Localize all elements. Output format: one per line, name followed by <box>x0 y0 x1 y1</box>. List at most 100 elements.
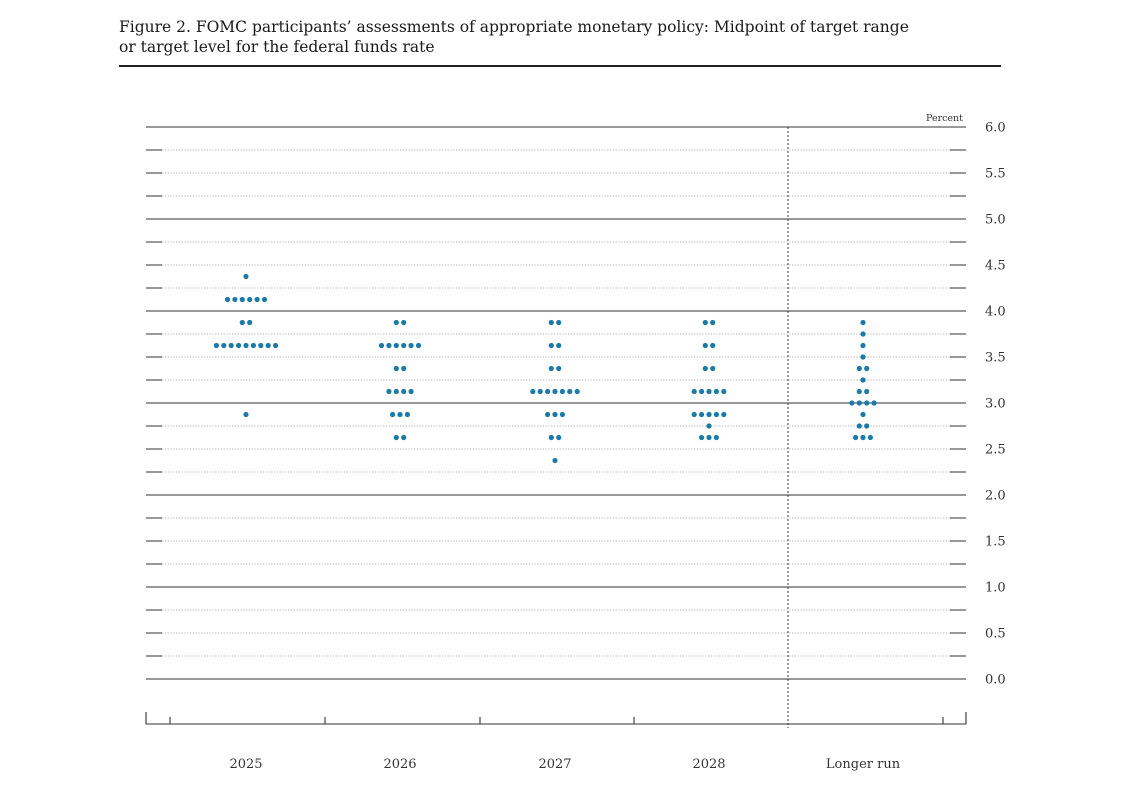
dot-participant <box>710 342 716 349</box>
y-tick-label: 3.5 <box>985 351 1006 366</box>
dot-participant <box>236 342 242 349</box>
dot-participant <box>415 342 422 349</box>
y-tick-label: 1.0 <box>985 581 1006 596</box>
dot-participant <box>860 434 866 441</box>
dot-participant <box>232 296 238 303</box>
dot-participant <box>247 319 253 326</box>
dot-participant <box>397 411 403 418</box>
dot-participant <box>548 434 554 441</box>
dot-participant <box>548 365 554 372</box>
dot-participant <box>567 388 573 395</box>
dot-participant <box>556 434 562 441</box>
dot-participant <box>691 411 697 418</box>
dot-participant <box>401 434 407 441</box>
dot-participant <box>706 434 712 441</box>
dot-participant <box>393 342 399 349</box>
y-tick-label: 2.0 <box>985 489 1006 504</box>
dot-participant <box>401 365 407 372</box>
dot-participant <box>856 365 862 372</box>
dot-participant <box>243 342 249 349</box>
dot-participant <box>867 434 874 441</box>
dot-participant <box>404 411 410 418</box>
dot-participant <box>702 365 708 372</box>
y-tick-label: 5.0 <box>985 213 1006 228</box>
dot-participant <box>530 388 536 395</box>
y-tick-label: 0.0 <box>985 673 1006 688</box>
dot-participant <box>556 319 562 326</box>
dot-participant <box>856 423 862 429</box>
dot-participant <box>713 434 720 441</box>
dot-participant <box>254 296 260 303</box>
dot-participant <box>871 400 877 406</box>
dot-participant <box>408 388 414 395</box>
dot-participant <box>548 342 554 349</box>
dot-participant <box>556 365 562 372</box>
dot-participant <box>265 342 271 349</box>
dot-participant <box>548 319 554 326</box>
dot-participant <box>221 342 227 349</box>
figure-title-line-2: or target level for the federal funds ra… <box>119 38 435 56</box>
dot-participant <box>860 331 866 337</box>
dot-participant <box>864 400 870 406</box>
dot-participant <box>545 388 551 395</box>
dot-participant <box>574 388 580 395</box>
dot-participant <box>699 434 705 441</box>
x-category-label: 2026 <box>383 757 416 772</box>
y-tick-label: 2.5 <box>985 443 1006 458</box>
dot-participant <box>706 423 712 429</box>
dot-participant <box>702 342 708 349</box>
x-category-label: 2028 <box>692 757 725 772</box>
dot-participant <box>856 388 862 395</box>
dot-participant <box>699 388 705 395</box>
figure-title: Figure 2. FOMC participants’ assessments… <box>119 17 999 57</box>
dot-participant <box>559 411 566 418</box>
dot-participant <box>224 296 231 303</box>
dot-participant <box>860 377 866 383</box>
dot-participant <box>386 388 392 395</box>
dot-participant <box>393 434 399 441</box>
dot-participant <box>713 411 720 418</box>
dot-participant <box>849 400 855 406</box>
grid-layer <box>146 126 966 680</box>
dot-participant <box>706 411 712 418</box>
dot-participant <box>853 434 859 441</box>
dot-participant <box>706 388 712 395</box>
dot-participant <box>228 342 234 349</box>
title-rule <box>119 65 1001 67</box>
dot-participant <box>721 411 727 418</box>
dot-participant <box>378 342 385 349</box>
y-tick-label: 6.0 <box>985 121 1006 136</box>
dot-participant <box>401 388 407 395</box>
dot-participant <box>393 319 399 326</box>
y-tick-label: 0.5 <box>985 627 1006 642</box>
dot-participant <box>556 342 562 349</box>
dot-participant <box>710 319 716 326</box>
dot-participant <box>250 342 256 349</box>
dot-participant <box>860 319 866 326</box>
dot-participant <box>213 342 219 349</box>
dot-participant <box>710 365 716 372</box>
figure-title-line-1: Figure 2. FOMC participants’ assessments… <box>119 18 909 36</box>
dot-participant <box>721 388 727 395</box>
dot-participant <box>864 423 870 429</box>
dot-participant <box>386 342 392 349</box>
dot-layer <box>213 273 877 464</box>
dot-participant <box>860 342 866 349</box>
y-tick-label: 4.0 <box>985 305 1006 320</box>
dot-participant <box>552 457 558 464</box>
dot-participant <box>713 388 720 395</box>
dot-participant <box>401 319 407 326</box>
axis-layer: 0.0 0.5 1.0 1.5 2.0 2.5 3.0 3.5 4.0 4.5 5.0 5.5 6.0 2… <box>145 121 1006 772</box>
dot-participant <box>691 388 697 395</box>
dot-participant <box>860 411 866 418</box>
dot-participant <box>273 342 279 349</box>
dot-participant <box>856 400 862 406</box>
dot-participant <box>258 342 264 349</box>
dot-participant <box>864 365 870 372</box>
dot-participant <box>699 411 705 418</box>
y-tick-label: 3.0 <box>985 397 1006 412</box>
dot-participant <box>545 411 551 418</box>
dot-participant <box>261 296 268 303</box>
y-tick-label: 1.5 <box>985 535 1006 550</box>
